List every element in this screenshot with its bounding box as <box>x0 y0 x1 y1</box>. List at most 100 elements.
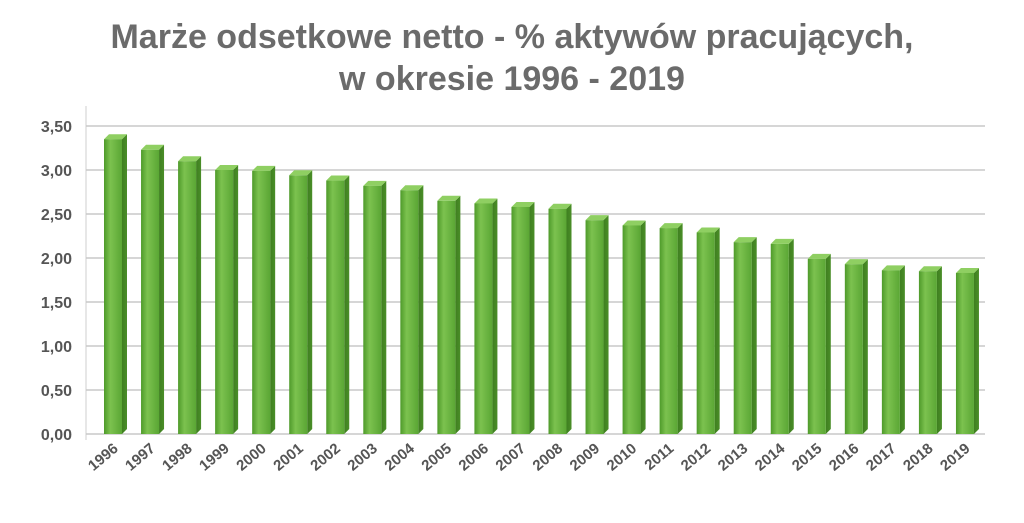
bar-front <box>733 242 752 434</box>
x-tick-label: 2005 <box>418 440 454 474</box>
bar-side <box>270 165 276 434</box>
bar-front <box>955 272 974 434</box>
bar-top <box>881 265 905 271</box>
x-tick-label: 2015 <box>789 440 825 474</box>
bar-top <box>178 156 202 162</box>
x-tick-label: 2012 <box>678 440 714 474</box>
bar-side <box>899 265 905 434</box>
bar <box>252 165 276 434</box>
bar-side <box>862 259 868 434</box>
bar <box>104 134 127 434</box>
bar-side <box>936 266 942 434</box>
x-tick-label: 2018 <box>900 440 936 474</box>
bar-side <box>788 238 794 434</box>
bar-side <box>677 223 683 434</box>
bar-front <box>141 149 160 434</box>
bar <box>326 175 350 434</box>
bar-top <box>141 144 165 150</box>
x-tick-label: 2009 <box>567 440 603 474</box>
bar-front <box>844 264 863 434</box>
bar-side <box>566 203 572 434</box>
bar-front <box>918 271 937 434</box>
bar-top <box>437 195 461 201</box>
bar-top <box>400 185 424 191</box>
bar-top <box>659 223 683 229</box>
bar <box>178 156 202 434</box>
chart-title: Marże odsetkowe netto - % aktywów pracuj… <box>0 16 1024 100</box>
bar-side <box>159 144 165 434</box>
bar-top <box>844 259 868 265</box>
x-tick-label: 2006 <box>455 440 491 474</box>
x-tick-label: 1998 <box>159 440 195 474</box>
bar-front <box>215 170 234 434</box>
x-tick-label: 2016 <box>826 440 862 474</box>
bar-front <box>622 225 641 434</box>
x-tick-label: 2004 <box>381 440 418 475</box>
bar-top <box>955 267 979 273</box>
chart-title-line-1: Marże odsetkowe netto - % aktywów pracuj… <box>110 18 914 56</box>
x-tick-label: 2011 <box>641 440 677 474</box>
bar-side <box>233 165 239 434</box>
bar <box>511 201 535 434</box>
x-tick-label: 1997 <box>122 440 158 474</box>
bar <box>918 266 942 434</box>
bar-front <box>659 228 678 434</box>
bar-top <box>807 253 831 259</box>
bar <box>474 198 498 434</box>
bar-side <box>825 253 831 434</box>
chart-title-line-2: w okresie 1996 - 2019 <box>339 60 685 98</box>
y-tick-label: 0,50 <box>41 383 72 400</box>
bar-top <box>733 237 757 243</box>
bar-side <box>751 237 757 434</box>
bar-side <box>492 198 498 434</box>
bar <box>141 144 165 434</box>
bar <box>437 195 461 434</box>
bar-front <box>807 258 826 434</box>
bar <box>215 165 239 434</box>
y-tick-label: 3,50 <box>41 119 72 136</box>
bar-front <box>326 180 345 434</box>
bar-top <box>215 165 239 170</box>
bar-top <box>363 180 387 186</box>
x-tick-label: 1996 <box>85 440 121 474</box>
bar-side <box>122 134 127 434</box>
bar-side <box>381 180 387 434</box>
x-tick-label: 2010 <box>604 440 640 474</box>
x-tick-label: 2003 <box>344 440 380 474</box>
x-tick-label: 2001 <box>270 440 306 474</box>
bar-front <box>770 243 789 434</box>
bar <box>881 265 905 434</box>
bar-top <box>326 175 350 181</box>
bar-front <box>400 190 419 434</box>
bar <box>622 220 646 434</box>
bar <box>363 180 387 434</box>
bar-front <box>252 170 271 434</box>
bar-side <box>603 215 609 434</box>
y-tick-label: 1,00 <box>41 339 72 356</box>
x-tick-label: 2019 <box>937 440 973 474</box>
bar-side <box>640 220 646 434</box>
x-tick-label: 2008 <box>530 440 566 474</box>
x-tick-label: 2017 <box>863 440 899 474</box>
bar-top <box>918 266 942 272</box>
x-tick-label: 2000 <box>233 440 269 474</box>
bar-side <box>196 156 202 434</box>
bar-top <box>770 238 794 244</box>
bar-front <box>548 208 567 434</box>
y-tick-label: 2,50 <box>41 207 72 224</box>
bar-top <box>585 215 609 221</box>
bar-top <box>622 220 646 226</box>
bar <box>770 238 794 434</box>
bar-top <box>696 227 720 233</box>
bar <box>659 223 683 434</box>
y-tick-label: 0,00 <box>41 427 72 444</box>
bar-side <box>307 170 313 434</box>
bar <box>548 203 572 434</box>
bar-top <box>548 203 572 209</box>
bar-front <box>474 203 493 434</box>
bar-front <box>696 232 715 434</box>
bar-side <box>973 267 979 434</box>
bar-side <box>455 195 461 434</box>
